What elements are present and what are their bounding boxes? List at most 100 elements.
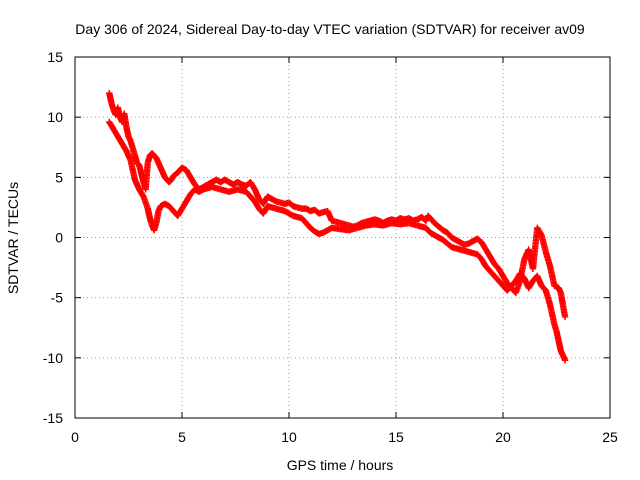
y-tick-label: 5 xyxy=(55,169,63,185)
data-point xyxy=(320,208,330,216)
data-point xyxy=(371,216,381,224)
data-point xyxy=(439,236,450,246)
data-point xyxy=(170,170,180,180)
data-point xyxy=(431,219,441,229)
data-point xyxy=(277,199,287,207)
data-point xyxy=(474,235,484,245)
data-point xyxy=(358,219,368,227)
data-point xyxy=(495,265,506,279)
data-point xyxy=(110,126,121,139)
data-point xyxy=(542,248,553,269)
data-point xyxy=(435,223,446,233)
data-point xyxy=(397,215,407,223)
y-axis-label: SDTVAR / TECUs xyxy=(5,182,21,294)
data-point xyxy=(384,216,394,224)
data-point xyxy=(516,270,527,281)
y-tick-label: 10 xyxy=(47,109,63,125)
axis-ticks: 0 5 10 15 20 25 -15 -10 -5 0 5 10 15 xyxy=(43,49,618,445)
data-point xyxy=(238,181,248,189)
data-points xyxy=(106,89,569,364)
data-point xyxy=(491,260,502,272)
data-point xyxy=(495,277,506,288)
data-point xyxy=(260,204,271,217)
data-point xyxy=(478,255,489,269)
data-point xyxy=(328,217,338,225)
x-tick-label: 25 xyxy=(602,429,618,445)
data-point xyxy=(251,198,262,211)
data-point xyxy=(290,203,300,211)
data-point xyxy=(461,240,471,248)
data-point xyxy=(557,289,566,307)
data-point xyxy=(247,178,258,192)
data-point xyxy=(424,212,433,221)
data-point xyxy=(474,251,484,262)
data-point xyxy=(337,219,347,228)
data-point xyxy=(153,209,162,227)
data-point xyxy=(538,282,549,293)
y-tick-label: -15 xyxy=(43,410,63,426)
data-point xyxy=(142,161,151,193)
data-point xyxy=(121,110,130,129)
data-point xyxy=(183,166,194,180)
data-point xyxy=(187,174,198,187)
data-point xyxy=(534,224,545,238)
y-tick-label: -5 xyxy=(51,290,64,306)
data-point xyxy=(332,218,343,226)
data-point xyxy=(452,245,462,253)
data-point xyxy=(362,217,373,226)
data-point xyxy=(448,243,458,252)
data-point xyxy=(106,118,117,132)
data-point xyxy=(315,209,326,217)
data-point xyxy=(538,231,549,254)
data-point xyxy=(136,186,146,199)
data-point xyxy=(285,199,296,209)
data-point xyxy=(499,272,510,286)
data-point xyxy=(345,222,355,230)
data-point xyxy=(298,215,309,226)
data-point xyxy=(174,206,185,220)
data-point xyxy=(504,283,514,294)
data-point xyxy=(444,240,454,250)
data-point xyxy=(294,204,304,212)
data-point xyxy=(388,216,398,224)
data-point xyxy=(444,229,454,240)
data-point xyxy=(307,224,317,234)
data-point xyxy=(409,216,420,224)
data-point xyxy=(486,267,497,279)
data-point xyxy=(281,199,291,208)
y-tick-label: 15 xyxy=(47,49,63,65)
data-point xyxy=(401,215,411,223)
data-point xyxy=(546,301,558,326)
data-point xyxy=(478,239,489,252)
data-point xyxy=(168,174,176,183)
data-point xyxy=(559,301,568,319)
data-point xyxy=(165,177,174,186)
data-point xyxy=(561,313,569,321)
x-tick-label: 10 xyxy=(281,429,297,445)
x-axis-label: GPS time / hours xyxy=(287,457,394,473)
x-tick-label: 5 xyxy=(178,429,186,445)
data-point xyxy=(529,226,541,272)
x-tick-label: 20 xyxy=(495,429,511,445)
data-point xyxy=(525,278,536,292)
data-point xyxy=(482,263,493,274)
data-point xyxy=(367,216,377,224)
data-point xyxy=(307,207,317,215)
data-point xyxy=(178,199,189,212)
data-point xyxy=(542,287,553,307)
y-tick-label: 0 xyxy=(55,230,63,246)
x-tick-label: 0 xyxy=(71,429,79,445)
data-point xyxy=(427,215,437,226)
chart-title: Day 306 of 2024, Sidereal Day-to-day VTE… xyxy=(75,21,585,37)
data-point xyxy=(118,140,129,153)
data-point xyxy=(183,192,194,205)
data-point xyxy=(140,193,151,211)
data-point xyxy=(482,246,493,259)
grid-lines xyxy=(75,57,610,418)
data-point xyxy=(486,253,497,266)
x-tick-label: 15 xyxy=(388,429,404,445)
data-point xyxy=(150,152,159,161)
data-point xyxy=(508,278,519,289)
data-point xyxy=(302,219,313,231)
